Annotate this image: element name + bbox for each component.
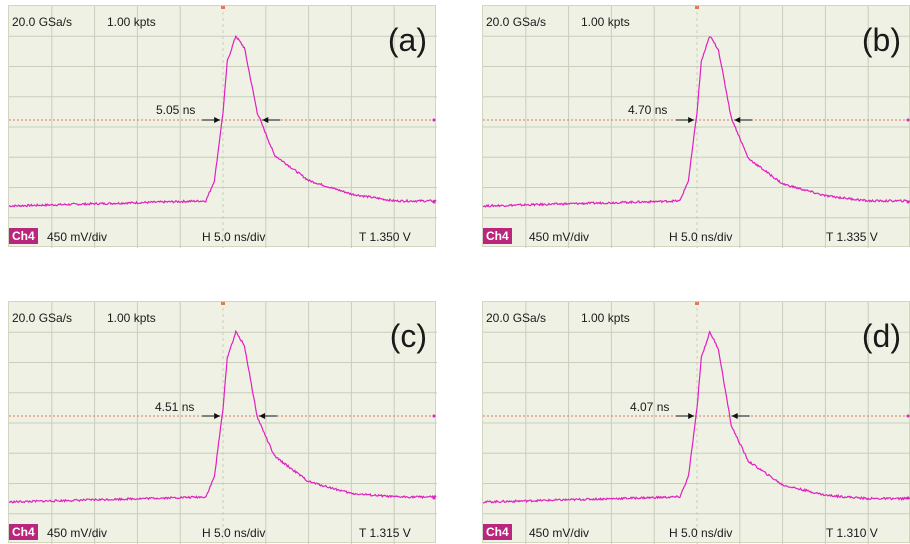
volts-per-div-label: 450 mV/div <box>529 526 590 540</box>
trigger-position-marker <box>221 302 225 305</box>
scope-panel-c: 20.0 GSa/s 1.00 kpts (c) 4.51 ns Ch4 450… <box>8 301 437 544</box>
waveform-plot <box>483 302 910 544</box>
fwhm-arrowhead-left <box>688 413 695 419</box>
sample-rate-label: 20.0 GSa/s <box>486 15 547 29</box>
ground-edge-marker <box>432 200 436 204</box>
ground-edge-marker <box>906 200 910 204</box>
trigger-position-marker <box>221 6 225 9</box>
waveform-trace <box>483 330 910 504</box>
trigger-level-label: T 1.335 V <box>826 230 878 244</box>
fwhm-label: 5.05 ns <box>156 103 196 117</box>
waveform-plot <box>483 6 910 248</box>
fwhm-arrowhead-left <box>688 117 695 123</box>
scope-panel-d: 20.0 GSa/s 1.00 kpts (d) 4.07 ns Ch4 450… <box>482 301 910 544</box>
time-per-div-label: H 5.0 ns/div <box>202 526 266 540</box>
panel-label: (a) <box>387 22 427 58</box>
waveform-trace <box>483 36 910 208</box>
panel-label: (c) <box>389 318 427 354</box>
waveform-plot <box>9 302 437 544</box>
fwhm-label: 4.07 ns <box>630 400 670 414</box>
scope-panel-b: 20.0 GSa/s 1.00 kpts (b) 4.70 ns Ch4 450… <box>482 5 910 248</box>
fwhm-label: 4.51 ns <box>155 400 195 414</box>
time-per-div-label: H 5.0 ns/div <box>669 230 733 244</box>
panel-label: (b) <box>861 22 901 58</box>
points-label: 1.00 kpts <box>107 311 156 325</box>
waveform-trace <box>9 329 437 504</box>
sample-rate-label: 20.0 GSa/s <box>12 15 73 29</box>
time-per-div-label: H 5.0 ns/div <box>669 526 733 540</box>
channel-badge: Ch4 <box>483 228 512 244</box>
trigger-position-marker <box>695 6 699 9</box>
channel-badge: Ch4 <box>483 524 512 540</box>
points-label: 1.00 kpts <box>581 15 630 29</box>
scope-screen: 20.0 GSa/s 1.00 kpts (d) 4.07 ns Ch4 450… <box>482 301 910 544</box>
fwhm-arrowhead-right <box>734 117 741 123</box>
level-edge-marker <box>432 118 436 122</box>
ground-edge-marker <box>906 496 910 500</box>
fwhm-arrowhead-right <box>731 413 738 419</box>
fwhm-arrowhead-left <box>214 413 221 419</box>
panel-label: (d) <box>861 318 901 354</box>
volts-per-div-label: 450 mV/div <box>529 230 590 244</box>
trigger-level-label: T 1.310 V <box>826 526 878 540</box>
ground-edge-marker <box>432 496 436 500</box>
channel-badge: Ch4 <box>9 228 38 244</box>
level-edge-marker <box>906 414 910 418</box>
channel-badge: Ch4 <box>9 524 38 540</box>
level-edge-marker <box>432 414 436 418</box>
sample-rate-label: 20.0 GSa/s <box>486 311 547 325</box>
fwhm-label: 4.70 ns <box>628 103 668 117</box>
volts-per-div-label: 450 mV/div <box>47 230 108 244</box>
scope-screen: 20.0 GSa/s 1.00 kpts (a) 5.05 ns Ch4 450… <box>8 5 437 248</box>
trigger-level-label: T 1.350 V <box>359 230 411 244</box>
points-label: 1.00 kpts <box>581 311 630 325</box>
level-edge-marker <box>906 118 910 122</box>
trigger-level-label: T 1.315 V <box>359 526 411 540</box>
waveform-trace <box>9 34 437 208</box>
fwhm-arrowhead-right <box>262 117 269 123</box>
waveform-plot <box>9 6 437 248</box>
trigger-position-marker <box>695 302 699 305</box>
points-label: 1.00 kpts <box>107 15 156 29</box>
volts-per-div-label: 450 mV/div <box>47 526 108 540</box>
scope-screen: 20.0 GSa/s 1.00 kpts (c) 4.51 ns Ch4 450… <box>8 301 437 544</box>
time-per-div-label: H 5.0 ns/div <box>202 230 266 244</box>
fwhm-arrowhead-right <box>259 413 266 419</box>
scope-screen: 20.0 GSa/s 1.00 kpts (b) 4.70 ns Ch4 450… <box>482 5 910 248</box>
fwhm-arrowhead-left <box>214 117 221 123</box>
sample-rate-label: 20.0 GSa/s <box>12 311 73 325</box>
scope-panel-a: 20.0 GSa/s 1.00 kpts (a) 5.05 ns Ch4 450… <box>8 5 437 248</box>
